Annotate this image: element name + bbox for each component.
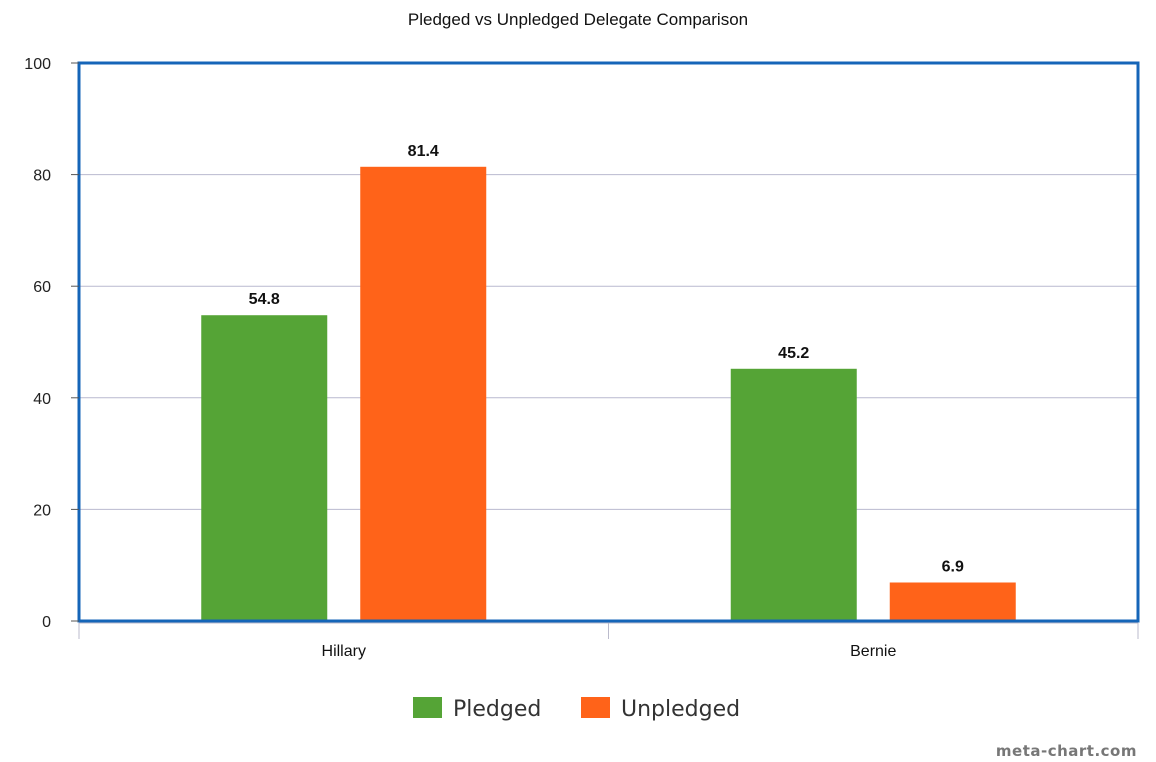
y-tick-label: 0 [42, 614, 51, 631]
bar-unpledged-hillary [360, 166, 487, 620]
bar-unpledged-bernie [889, 582, 1016, 620]
y-tick-label: 60 [33, 279, 51, 296]
data-label: 6.9 [942, 558, 964, 575]
y-tick-label: 80 [33, 168, 51, 185]
y-axis: 0 20 40 60 80 100 [24, 56, 79, 631]
bar-pledged-hillary [201, 315, 328, 620]
data-label: 45.2 [778, 345, 809, 362]
legend-swatch-unpledged [581, 697, 610, 718]
data-labels: 54.8 81.4 45.2 6.9 [249, 143, 964, 576]
plot-frame [77, 61, 1140, 623]
y-tick-label: 100 [24, 56, 51, 73]
legend-label-unpledged: Unpledged [621, 697, 740, 722]
x-tick-label: Hillary [322, 643, 366, 660]
watermark-text: meta-chart.com [996, 742, 1137, 760]
y-tick-label: 20 [33, 502, 51, 519]
bar-pledged-bernie [730, 368, 857, 620]
chart-title: Pledged vs Unpledged Delegate Comparison [408, 10, 748, 29]
data-label: 81.4 [408, 143, 439, 160]
y-tick-label: 40 [33, 391, 51, 408]
x-axis: Hillary Bernie [78, 622, 1139, 660]
bars [201, 166, 1016, 620]
legend-label-pledged: Pledged [453, 697, 541, 722]
x-tick-label: Bernie [850, 643, 896, 660]
legend: Pledged Unpledged [413, 697, 740, 722]
legend-swatch-pledged [413, 697, 442, 718]
data-label: 54.8 [249, 291, 280, 308]
